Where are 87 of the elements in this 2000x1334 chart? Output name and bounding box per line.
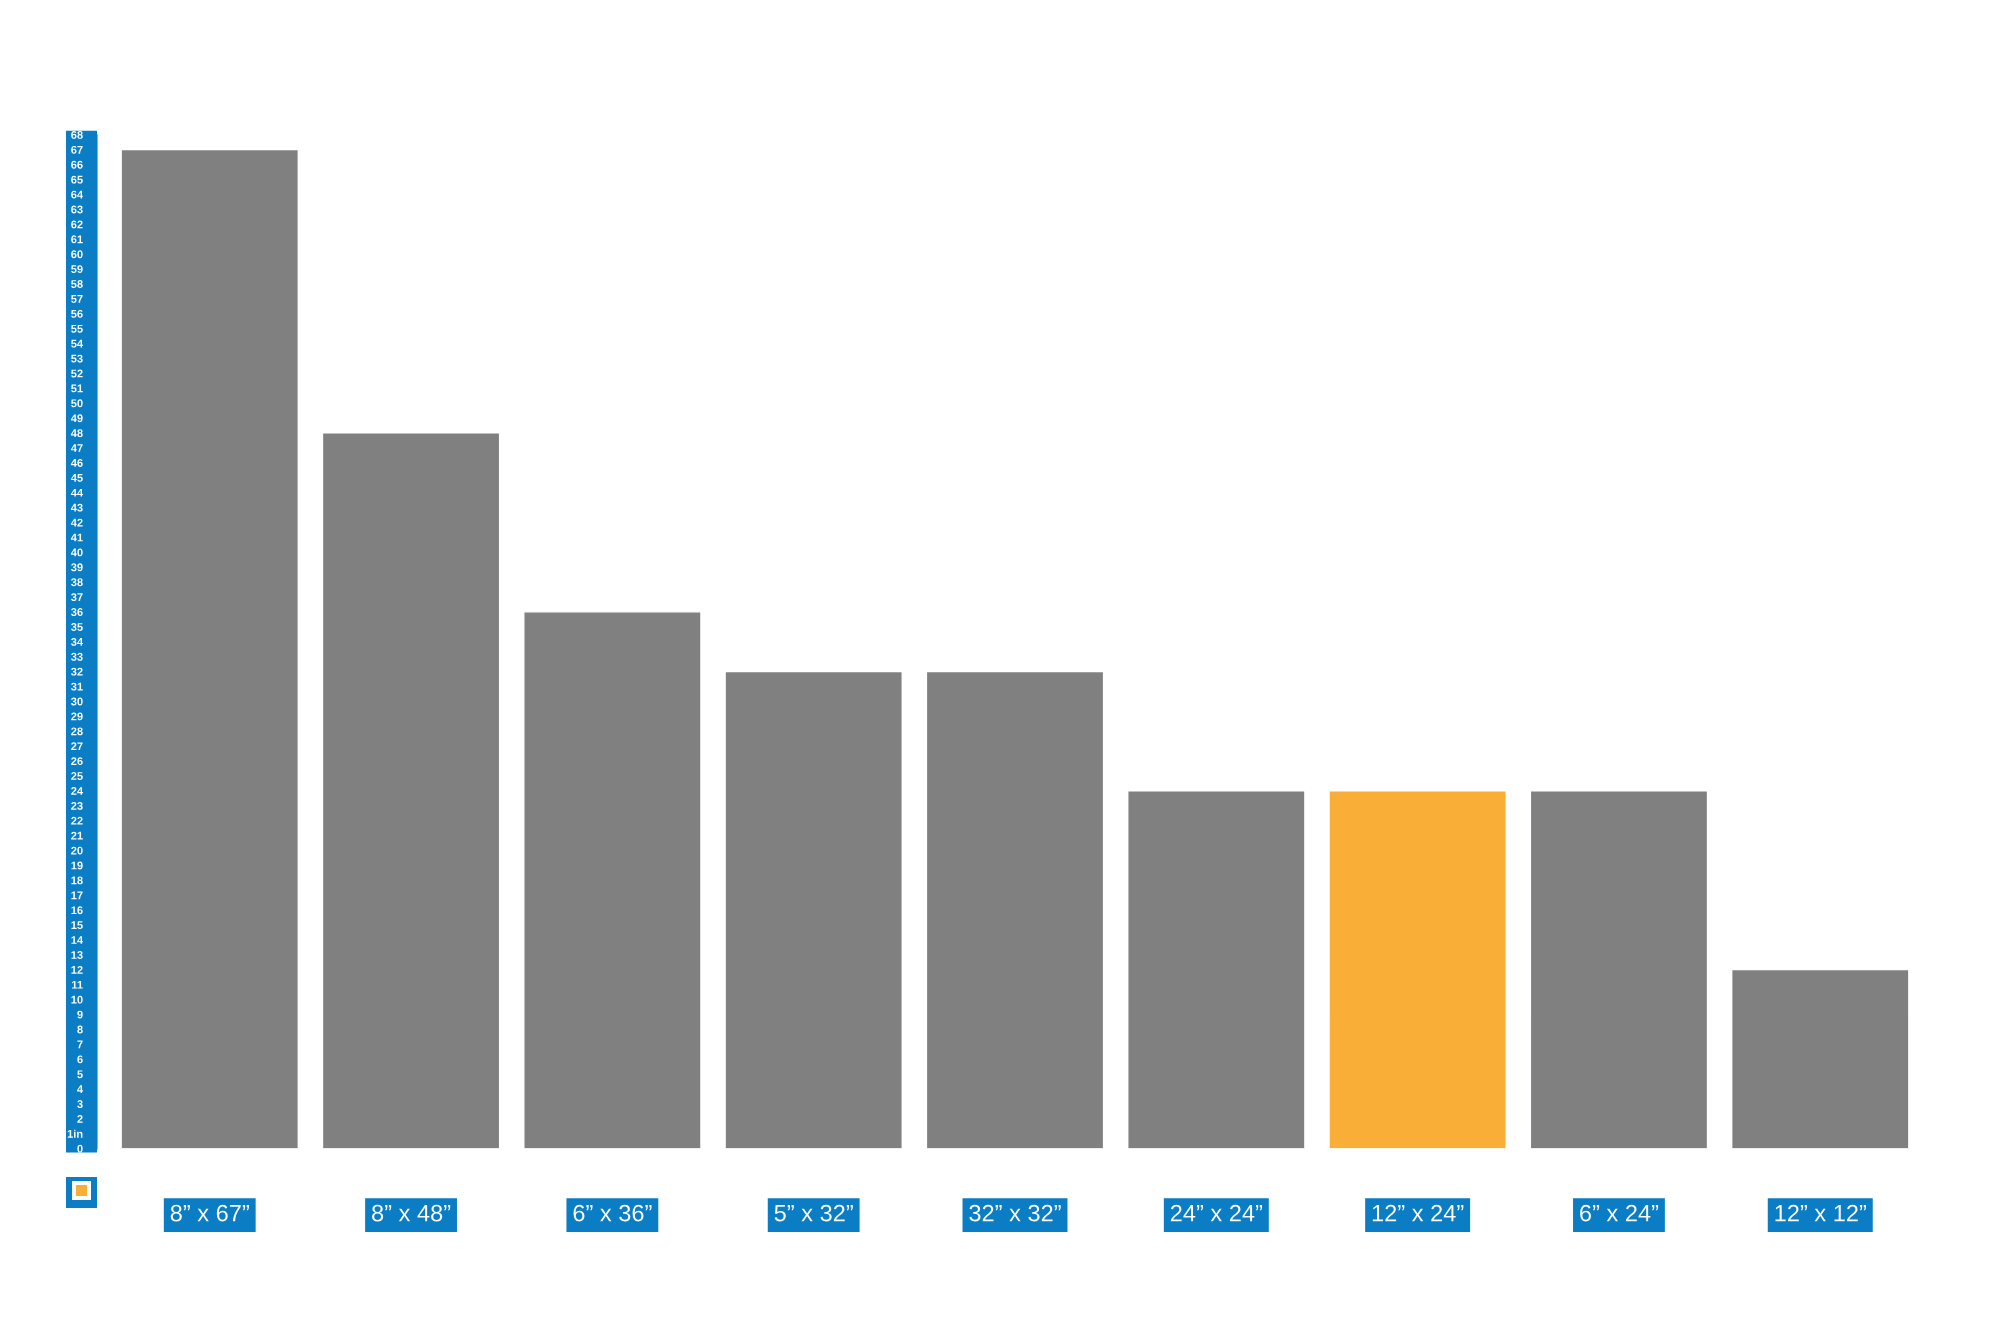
y-tick-label: 14 <box>71 936 84 944</box>
y-tick-label: 46 <box>70 459 83 467</box>
y-tick-label: 29 <box>71 712 83 721</box>
y-tick-label: 26 <box>71 757 83 766</box>
y-tick-label: 6 <box>77 1055 83 1064</box>
y-tick-label: 53 <box>71 354 83 363</box>
y-tick-label: 16 <box>71 906 83 915</box>
y-tick-label: 1in <box>67 1129 83 1138</box>
x-tick-label: 8” x 48” <box>372 1204 451 1222</box>
y-tick-label: 2 <box>77 1115 83 1123</box>
y-tick-label: 51 <box>71 384 83 393</box>
y-tick-label: 57 <box>71 295 83 303</box>
y-tick-label: 7 <box>77 1040 83 1049</box>
y-tick-label: 36 <box>71 608 83 616</box>
y-tick-label: 11 <box>72 980 83 989</box>
y-tick-label: 64 <box>71 190 84 199</box>
y-tick-label: 67 <box>71 145 83 154</box>
y-tick-label: 45 <box>70 474 83 482</box>
y-tick-label: 61 <box>71 235 83 244</box>
y-tick-label: 32 <box>71 667 83 676</box>
bar <box>1328 790 1507 1149</box>
x-tick-label: 24” x 24” <box>1170 1204 1263 1222</box>
y-tick-label: 10 <box>71 995 83 1004</box>
x-tick-label: 6” x 24” <box>1580 1204 1659 1222</box>
bar <box>523 611 702 1149</box>
y-tick-label: 63 <box>71 205 83 214</box>
y-tick-label: 44 <box>70 488 84 497</box>
y-tick-label: 24 <box>71 787 84 795</box>
y-tick-label: 20 <box>71 846 83 855</box>
x-tick-label: 12” x 12” <box>1775 1204 1866 1222</box>
y-tick-label: 59 <box>71 265 83 274</box>
y-tick-label: 31 <box>71 682 83 691</box>
y-tick-label: 52 <box>71 369 83 378</box>
y-tick-label: 47 <box>70 444 83 452</box>
y-tick-label: 13 <box>71 951 83 959</box>
y-tick-label: 9 <box>77 1010 83 1019</box>
y-tick-label: 27 <box>71 742 83 751</box>
y-tick-label: 4 <box>77 1085 84 1093</box>
y-tick-label: 22 <box>71 816 83 825</box>
y-tick-label: 56 <box>71 309 83 318</box>
bar <box>1529 790 1709 1149</box>
y-tick-label: 15 <box>71 921 83 930</box>
y-tick-label: 54 <box>71 339 84 348</box>
x-tick-label: 6” x 36” <box>573 1204 652 1222</box>
y-tick-label: 50 <box>71 399 83 408</box>
y-tick-label: 55 <box>71 324 83 333</box>
y-tick-label: 43 <box>70 503 83 512</box>
y-tick-label: 34 <box>71 637 84 646</box>
y-tick-label: 65 <box>71 175 83 184</box>
y-tick-label: 66 <box>71 160 83 169</box>
y-tick-label: 62 <box>71 220 83 229</box>
y-tick-label: 42 <box>70 518 83 527</box>
bar <box>925 670 1105 1149</box>
y-tick-label: 5 <box>77 1070 83 1079</box>
x-tick-label: 32” x 32” <box>969 1204 1061 1222</box>
y-tick-label: 41 <box>70 533 83 542</box>
y-tick-label: 38 <box>71 578 83 587</box>
y-tick-label: 37 <box>71 593 83 602</box>
y-tick-label: 33 <box>71 652 83 661</box>
y-tick-label: 3 <box>77 1100 83 1108</box>
y-tick-label: 28 <box>71 727 83 736</box>
y-tick-label: 12 <box>71 965 83 974</box>
y-tick-label: 8 <box>77 1025 83 1034</box>
y-tick-label: 0 <box>77 1144 83 1153</box>
y-tick-label: 19 <box>71 861 83 870</box>
bar <box>724 670 903 1149</box>
bar <box>321 432 501 1149</box>
y-tick-label: 25 <box>71 772 83 780</box>
bar <box>120 148 300 1149</box>
y-tick-label: 21 <box>71 831 83 840</box>
y-tick-label: 58 <box>71 280 83 288</box>
bar <box>1127 790 1306 1149</box>
y-tick-label: 60 <box>71 250 83 259</box>
x-tick-label: 12” x 24” <box>1372 1204 1464 1222</box>
y-tick-label: 48 <box>70 429 83 438</box>
y-tick-label: 40 <box>70 548 83 557</box>
y-tick-label: 17 <box>71 891 83 900</box>
y-tick-label: 23 <box>71 801 83 810</box>
x-tick-label: 5” x 32” <box>774 1204 853 1222</box>
y-tick-label: 30 <box>71 697 83 706</box>
bar <box>1730 968 1910 1149</box>
y-tick-label: 39 <box>71 563 83 572</box>
y-tick-label: 18 <box>71 876 83 885</box>
y-tick-label: 35 <box>71 623 83 631</box>
y-tick-label: 49 <box>70 414 83 423</box>
y-tick-label: 68 <box>71 131 83 139</box>
x-tick-label: 8” x 67” <box>170 1204 249 1222</box>
